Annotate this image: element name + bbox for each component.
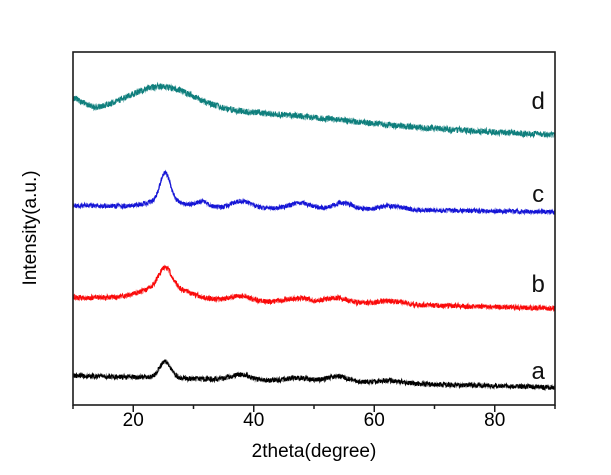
- x-tick-label-40: 40: [243, 410, 265, 431]
- series-a-fuzz: [72, 359, 556, 391]
- plot-border: [72, 51, 556, 406]
- series-label-d: d: [531, 88, 545, 116]
- x-axis-label: 2theta(degree): [251, 441, 377, 462]
- series-label-c: c: [532, 180, 545, 208]
- y-axis-label: Intensity(a.u.): [20, 170, 41, 286]
- x-tick-label-60: 60: [363, 410, 385, 431]
- series-c: [72, 169, 556, 216]
- series-label-a: a: [531, 358, 545, 386]
- series-d-fuzz: [72, 83, 556, 139]
- series-label-b: b: [531, 270, 545, 298]
- x-tick-label-20: 20: [122, 410, 144, 431]
- series-c-fuzz: [72, 170, 556, 216]
- series-b-fuzz: [72, 264, 556, 312]
- x-tick-label-80: 80: [484, 410, 506, 431]
